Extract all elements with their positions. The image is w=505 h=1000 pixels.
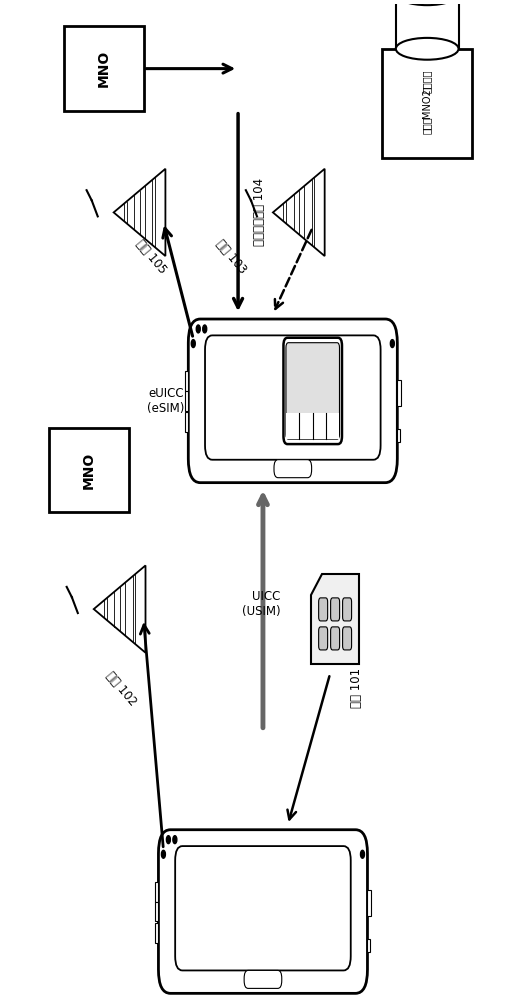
FancyBboxPatch shape: [283, 338, 341, 444]
Bar: [155, 923, 158, 943]
Bar: [367, 890, 370, 916]
Circle shape: [161, 850, 165, 858]
Text: 用于预置: 用于预置: [421, 70, 431, 93]
FancyBboxPatch shape: [243, 970, 281, 988]
Text: 插入 101: 插入 101: [349, 668, 362, 708]
Circle shape: [166, 836, 170, 844]
Text: 连接 102: 连接 102: [103, 669, 139, 708]
Bar: [367, 939, 370, 952]
Bar: [184, 371, 188, 391]
Text: eUICC
(eSIM): eUICC (eSIM): [147, 387, 184, 415]
FancyBboxPatch shape: [342, 627, 351, 650]
Text: 配置文件下载 104: 配置文件下载 104: [252, 178, 266, 246]
Bar: [396, 380, 400, 406]
Bar: [49, 428, 128, 512]
Text: UICC
(USIM): UICC (USIM): [241, 590, 280, 618]
Bar: [395, 0, 458, 49]
Text: MNO: MNO: [82, 452, 95, 489]
Circle shape: [196, 325, 200, 333]
Circle shape: [203, 325, 207, 333]
Ellipse shape: [395, 38, 458, 60]
FancyBboxPatch shape: [342, 598, 351, 621]
Bar: [396, 429, 399, 442]
FancyBboxPatch shape: [318, 598, 327, 621]
Circle shape: [389, 340, 393, 348]
Bar: [382, 49, 471, 158]
FancyBboxPatch shape: [175, 846, 350, 970]
Text: MNO2: MNO2: [421, 88, 431, 118]
Bar: [184, 391, 188, 411]
Bar: [64, 26, 143, 111]
FancyBboxPatch shape: [330, 598, 339, 621]
FancyBboxPatch shape: [158, 830, 367, 993]
Bar: [155, 882, 158, 902]
Ellipse shape: [395, 0, 458, 5]
FancyBboxPatch shape: [205, 335, 380, 460]
Circle shape: [173, 836, 177, 844]
FancyBboxPatch shape: [274, 460, 311, 478]
Bar: [285, 413, 339, 439]
Circle shape: [360, 850, 364, 858]
Text: 连接 103: 连接 103: [212, 238, 248, 277]
FancyBboxPatch shape: [330, 627, 339, 650]
Circle shape: [191, 340, 195, 348]
Bar: [184, 412, 188, 432]
Text: MNO: MNO: [96, 50, 111, 87]
Text: 连接 105: 连接 105: [133, 238, 169, 277]
FancyBboxPatch shape: [318, 627, 327, 650]
Text: 网络的: 网络的: [421, 116, 431, 134]
Polygon shape: [311, 574, 358, 664]
FancyBboxPatch shape: [188, 319, 396, 483]
FancyBboxPatch shape: [285, 343, 339, 439]
Bar: [155, 902, 158, 921]
